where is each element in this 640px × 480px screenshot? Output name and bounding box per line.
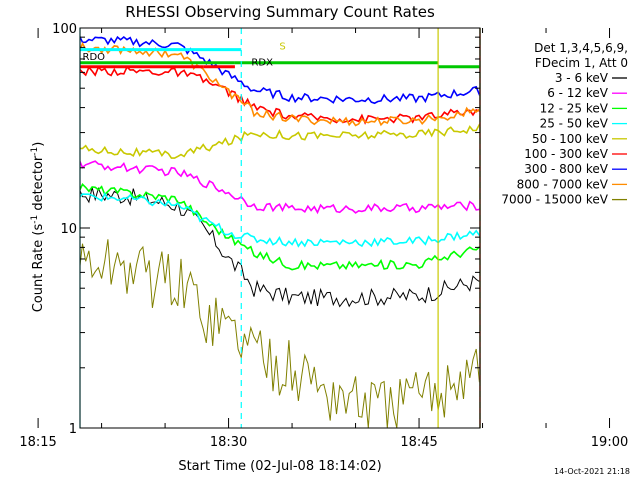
series-line-5 — [80, 65, 480, 125]
plot-frame — [79, 27, 481, 429]
series-line-1 — [80, 159, 480, 215]
legend-entry-6: 300 - 800 keV — [524, 162, 608, 176]
y-tick-label-0: 1 — [69, 422, 77, 437]
x-tick-label-0: 18:15 — [19, 435, 56, 450]
flag-layer: SRDORDXSF — [80, 42, 480, 68]
x-tick-label-2: 18:45 — [400, 435, 437, 450]
legend-entry-7: 800 - 7000 keV — [517, 177, 609, 191]
y-tick-label-2: 100 — [52, 22, 77, 37]
flag-label-2: RDX — [251, 57, 273, 68]
chart-title: RHESSI Observing Summary Count Rates — [125, 3, 435, 21]
flag-label-0: S — [279, 42, 285, 53]
x-axis-label: Start Time (02-Jul-08 18:14:02) — [178, 459, 381, 474]
y-axis-label: Count Rate (s-1 detector-1) — [30, 142, 46, 313]
flag-label-1: RDO — [83, 52, 106, 63]
vline-layer — [79, 28, 481, 428]
series-line-8 — [80, 239, 480, 428]
y-axis-label-text: Count Rate (s — [31, 224, 46, 313]
series-line-4 — [80, 123, 480, 159]
y-axis-label-end: ) — [31, 142, 46, 147]
legend-header-1: FDecim 1, Att 0 — [535, 56, 628, 70]
series-line-7 — [80, 41, 480, 127]
y-axis-label-mid: detector — [31, 155, 46, 215]
tick-layer: 18:1518:3018:4519:0019:1519:3019:4511010… — [19, 22, 628, 450]
legend-entry-8: 7000 - 15000 keV — [501, 193, 608, 207]
y-axis-label-sup: -1 — [30, 215, 40, 224]
series-line-0 — [80, 186, 480, 308]
legend-entry-0: 3 - 6 keV — [555, 71, 609, 85]
x-tick-label-1: 18:30 — [210, 435, 247, 450]
legend: Det 1,3,4,5,6,9,FDecim 1, Att 03 - 6 keV… — [501, 41, 628, 207]
y-axis-label-sup2: -1 — [30, 147, 40, 156]
legend-header-0: Det 1,3,4,5,6,9, — [534, 41, 628, 55]
series-line-3 — [80, 191, 480, 248]
y-tick-label-1: 10 — [60, 222, 77, 237]
legend-entry-1: 6 - 12 keV — [547, 86, 609, 100]
series-line-2 — [80, 182, 480, 271]
legend-entry-3: 25 - 50 keV — [540, 117, 609, 131]
legend-entry-4: 50 - 100 keV — [532, 132, 609, 146]
render-timestamp: 14-Oct-2021 21:18 — [554, 467, 630, 476]
x-tick-label-3: 19:00 — [591, 435, 628, 450]
legend-entry-5: 100 - 300 keV — [524, 147, 608, 161]
legend-entry-2: 12 - 25 keV — [540, 101, 609, 115]
